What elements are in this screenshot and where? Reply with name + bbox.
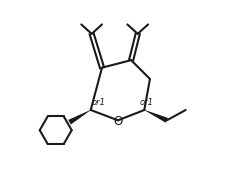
Text: or1: or1 [91,98,105,107]
Polygon shape [144,110,167,123]
Text: or1: or1 [139,98,153,107]
Polygon shape [68,110,90,124]
Text: O: O [113,115,122,128]
